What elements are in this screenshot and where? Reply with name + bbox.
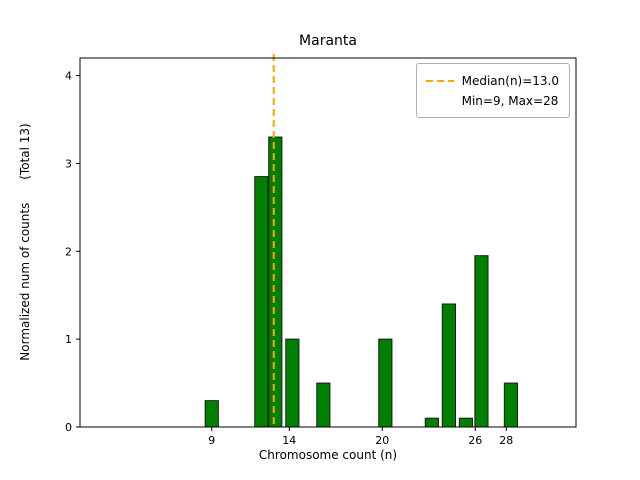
histogram-bar: [204, 400, 219, 428]
y-tick-label: 0: [65, 421, 72, 434]
x-tick-label: 20: [375, 434, 389, 447]
median-dashed-line-swatch: [425, 80, 454, 82]
y-tick-label: 1: [65, 333, 72, 346]
x-axis-label: Chromosome count (n): [258, 448, 398, 462]
histogram-bar: [474, 255, 489, 428]
histogram-bar: [503, 382, 518, 428]
legend-label-minmax: Min=9, Max=28: [461, 94, 559, 108]
x-tick-label: 9: [208, 434, 215, 447]
histogram-bar: [254, 176, 269, 428]
histogram-bar: [458, 417, 474, 428]
legend-entry-minmax: Min=9, Max=28: [426, 91, 559, 111]
plot-frame: [79, 57, 577, 428]
histogram-bar: [285, 338, 300, 428]
legend-empty-swatch: [426, 100, 454, 102]
legend-label-median: Median(n)=13.0: [461, 74, 559, 88]
histogram-bar: [316, 382, 331, 428]
legend-entry-median: Median(n)=13.0: [425, 71, 559, 91]
x-tick-label: 26: [468, 434, 482, 447]
y-tick-label: 4: [65, 70, 72, 83]
histogram-bar: [441, 303, 456, 428]
y-tick-label: 3: [65, 157, 72, 170]
legend: Median(n)=13.0 Min=9, Max=28: [415, 63, 570, 118]
x-tick-label: 28: [499, 434, 513, 447]
y-axis-label: Normalized num of counts (Total 13): [18, 123, 32, 361]
histogram-bar: [378, 338, 393, 428]
y-tick-label: 2: [65, 245, 72, 258]
histogram-bar: [268, 136, 283, 428]
chart-title: Maranta: [299, 33, 357, 49]
x-tick-label: 14: [282, 434, 296, 447]
histogram-bar: [424, 417, 439, 428]
